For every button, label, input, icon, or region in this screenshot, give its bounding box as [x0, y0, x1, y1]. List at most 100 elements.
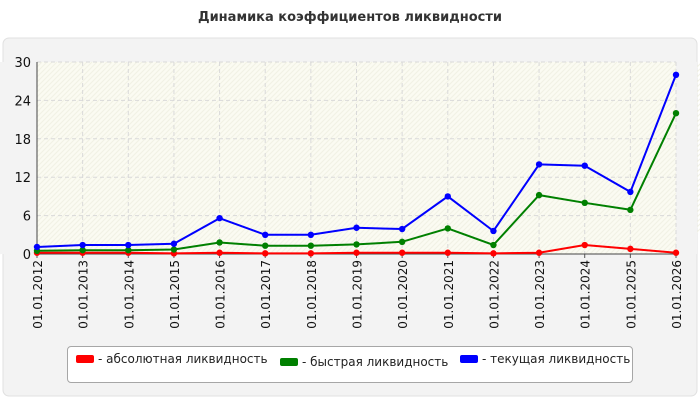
plot-texture-line: [389, 61, 583, 255]
series-1-point: [262, 250, 269, 257]
plot-texture-line: [504, 61, 698, 255]
series-3-point: [672, 71, 680, 79]
plot-texture-line: [194, 61, 388, 255]
plot-texture-line: [364, 61, 558, 255]
plot-texture-line: [159, 61, 353, 255]
plot-texture-line: [214, 61, 408, 255]
plot-texture-line: [0, 61, 83, 145]
plot-texture-line: [289, 61, 483, 255]
plot-texture-line: [9, 61, 203, 255]
plot-texture-line: [569, 123, 700, 255]
series-1-point: [307, 250, 315, 257]
legend-swatch: [76, 355, 94, 363]
plot-texture-line: [344, 61, 538, 255]
x-tick-label: 01.01.2019: [351, 260, 365, 329]
plot-texture-line: [184, 61, 378, 255]
series-3-point: [581, 162, 588, 169]
plot-texture-line: [444, 61, 638, 255]
series-2-point: [125, 246, 132, 254]
plot-texture-line: [204, 61, 398, 255]
plot-texture-line: [244, 61, 438, 255]
plot-texture-line: [0, 61, 158, 220]
plot-texture-line: [109, 61, 303, 255]
series-2-point: [216, 239, 223, 246]
plot-texture-line: [319, 61, 513, 255]
plot-texture-line: [349, 61, 543, 255]
plot-texture-line: [639, 193, 700, 255]
plot-texture-line: [64, 61, 258, 255]
plot-texture-line: [0, 61, 153, 215]
legend-item: - быстрая ликвидность: [280, 355, 448, 369]
series-1-point: [490, 250, 497, 257]
plot-texture-line: [124, 61, 318, 255]
series-2-point: [627, 206, 634, 214]
y-tick-label: 0: [23, 248, 31, 263]
plot-texture-line: [134, 61, 328, 255]
series-1-point: [444, 249, 451, 256]
x-tick-label: 01.01.2014: [122, 260, 136, 329]
plot-texture-line: [354, 61, 548, 255]
chart-title: Динамика коэффициентов ликвидности: [198, 10, 502, 25]
series-2-point: [79, 246, 86, 254]
plot-texture-line: [274, 61, 468, 255]
plot-texture-line: [259, 61, 453, 255]
series-3-point: [125, 241, 132, 249]
plot-texture-line: [299, 61, 493, 255]
plot-texture-line: [114, 61, 308, 255]
plot-texture-line: [629, 183, 700, 255]
plot-texture-line: [24, 61, 218, 255]
plot-texture-line: [0, 61, 148, 210]
series-2-point: [170, 246, 178, 253]
plot-texture-line: [574, 128, 700, 255]
plot-texture-line: [459, 61, 653, 255]
series-2-point: [672, 110, 680, 117]
series-1-point: [353, 249, 360, 256]
legend-swatch: [280, 358, 298, 366]
plot-texture-line: [334, 61, 528, 255]
plot-texture-line: [69, 61, 263, 255]
plot-texture-line: [74, 61, 268, 255]
plot-texture-line: [79, 61, 273, 255]
legend-label: - быстрая ликвидность: [302, 355, 449, 369]
plot-texture-line: [429, 61, 623, 255]
plot-texture-line: [19, 61, 213, 255]
series-3-point: [216, 214, 223, 222]
plot-texture-line: [409, 61, 603, 255]
series-1-point: [627, 245, 634, 253]
x-tick-label: 01.01.2013: [77, 260, 91, 329]
plot-texture-line: [514, 68, 700, 255]
plot-texture-line: [619, 173, 700, 255]
plot-texture-line: [0, 61, 93, 155]
plot-texture-line: [269, 61, 463, 255]
plot-texture-line: [419, 61, 613, 255]
plot-texture-line: [339, 61, 533, 255]
plot-texture-line: [384, 61, 578, 255]
plot-texture-line: [439, 61, 633, 255]
legend-item: - текущая ликвидность: [460, 352, 630, 366]
plot-texture-line: [294, 61, 488, 255]
series-3-point: [398, 225, 406, 233]
plot-texture-line: [399, 61, 593, 255]
plot-texture-line: [394, 61, 588, 255]
plot-texture-line: [154, 61, 348, 255]
x-tick-label: 01.01.2023: [533, 260, 547, 329]
plot-texture-line: [54, 61, 248, 255]
x-tick-label: 01.01.2018: [305, 260, 319, 329]
plot-texture-line: [464, 61, 658, 255]
series-3-point: [33, 243, 41, 251]
plot-texture-line: [554, 108, 700, 255]
plot-texture-line: [94, 61, 288, 255]
plot-texture-line: [224, 61, 418, 255]
plot-texture-line: [374, 61, 568, 255]
y-tick-label: 18: [14, 133, 31, 148]
plot-texture-line: [309, 61, 503, 255]
plot-texture-line: [239, 61, 433, 255]
x-tick-label: 01.01.2015: [168, 260, 182, 329]
plot-texture-line: [29, 61, 223, 255]
legend-swatch: [460, 355, 478, 363]
plot-texture-line: [544, 98, 700, 255]
plot-texture-line: [474, 61, 668, 255]
y-tick-label: 6: [23, 210, 31, 225]
series-2-point: [262, 242, 269, 249]
